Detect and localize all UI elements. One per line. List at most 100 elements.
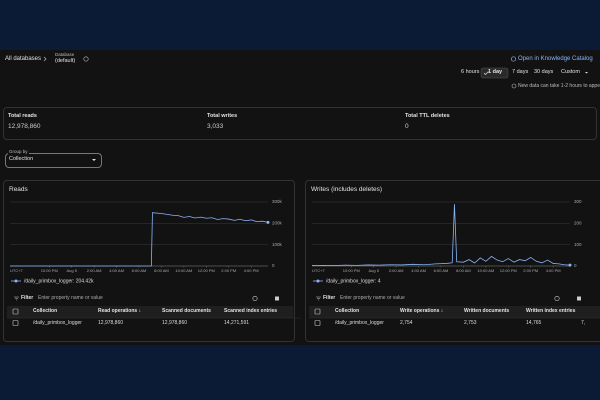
caret bbox=[92, 159, 96, 161]
y-tick-label: 300 bbox=[574, 199, 582, 204]
x-tick-label: 2:00 AM bbox=[87, 268, 102, 273]
database-name: (default) bbox=[55, 58, 76, 64]
y-tick-label: 200 bbox=[574, 221, 582, 226]
columns-icon bbox=[275, 296, 279, 301]
filter-icon bbox=[316, 296, 321, 301]
chevron bbox=[43, 56, 47, 62]
y-tick-label: 100 bbox=[574, 242, 582, 247]
x-tick-label: 10:00 AM bbox=[477, 268, 494, 273]
table-cell: /daily_primbox_logger bbox=[33, 319, 82, 326]
total-label: Total writes bbox=[207, 113, 238, 119]
x-tick-label: 12:00 PM bbox=[500, 268, 517, 273]
total-label: Total reads bbox=[8, 113, 37, 119]
table-cell: 12,978,860 bbox=[98, 319, 124, 326]
x-tick-label: 12:00 PM bbox=[198, 268, 215, 273]
group-by-label: Group by bbox=[8, 149, 29, 155]
x-tick-label: 2:00 AM bbox=[389, 268, 404, 273]
column-header[interactable]: Scanned documents bbox=[162, 308, 211, 314]
timezone: UTC+7 bbox=[312, 268, 326, 273]
x-tick-label: 4:00 PM bbox=[546, 268, 561, 273]
y-tick-label: 0 bbox=[272, 263, 275, 268]
help-icon bbox=[252, 295, 258, 301]
content-panel bbox=[0, 50, 600, 345]
column-header[interactable]: Collection bbox=[33, 308, 58, 314]
y-tick-label: 200k bbox=[272, 221, 283, 226]
link-icon bbox=[510, 56, 517, 62]
filter-input[interactable]: Enter property name or value bbox=[340, 295, 405, 301]
x-tick-label: Aug 5 bbox=[368, 268, 379, 273]
help-icon bbox=[554, 295, 560, 301]
timezone: UTC+7 bbox=[10, 268, 24, 273]
x-tick-label: 10:00 PM bbox=[41, 268, 58, 273]
table-cell: 2,753 bbox=[464, 319, 477, 326]
last-point bbox=[568, 263, 572, 267]
series-line bbox=[311, 204, 571, 266]
filter-icon bbox=[14, 296, 19, 301]
table-cell: 14,271,591 bbox=[224, 319, 250, 326]
column-header[interactable]: Written index entries bbox=[526, 308, 576, 314]
filter-label: Filter bbox=[21, 295, 34, 301]
x-tick-label: 6:00 AM bbox=[132, 268, 147, 273]
checkbox bbox=[314, 308, 321, 315]
knowledge-catalog-link[interactable]: Open in Knowledge Catalog bbox=[518, 56, 593, 62]
column-header[interactable]: Scanned index entries bbox=[224, 308, 278, 314]
info-icon[interactable] bbox=[83, 56, 89, 62]
filter-label: Filter bbox=[323, 295, 336, 301]
x-tick-label: 4:00 AM bbox=[109, 268, 124, 273]
caret bbox=[585, 72, 588, 74]
x-tick-label: 4:00 PM bbox=[244, 268, 259, 273]
total-value: 12,978,860 bbox=[8, 123, 41, 130]
table-cell: 7, bbox=[581, 319, 586, 326]
column-header[interactable]: Read operations ↓ bbox=[98, 308, 142, 314]
x-tick-label: 8:00 AM bbox=[456, 268, 471, 273]
table-header bbox=[309, 306, 600, 318]
series-line bbox=[10, 212, 269, 267]
legend-swatch bbox=[14, 279, 18, 283]
checkbox bbox=[12, 308, 19, 315]
time-range-button[interactable]: 7 days bbox=[512, 69, 529, 75]
x-tick-label: 10:00 AM bbox=[175, 268, 192, 273]
table-cell: 2,754 bbox=[400, 319, 413, 326]
breadcrumb-link[interactable]: All databases bbox=[5, 56, 42, 62]
chart-title: Reads bbox=[9, 186, 28, 193]
time-range-button[interactable]: 6 hours bbox=[461, 69, 480, 75]
x-tick-label: 4:00 AM bbox=[411, 268, 426, 273]
x-tick-label: 10:00 PM bbox=[343, 268, 360, 273]
legend-label: /daily_primbox_logger: 4 bbox=[326, 278, 381, 284]
column-header[interactable]: Written documents bbox=[464, 308, 510, 314]
last-point bbox=[266, 220, 270, 224]
chart-title: Writes (includes deletes) bbox=[311, 186, 383, 193]
time-range-button[interactable]: 30 days bbox=[534, 69, 554, 75]
total-value: 3,033 bbox=[207, 123, 224, 130]
chart: 0 100k 200k 300k UTC+7 10:00 PM Aug 5 2:00 AM 4:… bbox=[10, 199, 283, 284]
writes-card bbox=[305, 180, 600, 342]
filter-input[interactable]: Enter property name or value bbox=[38, 295, 103, 301]
column-header[interactable]: Write operations ↓ bbox=[400, 308, 444, 314]
reads-card bbox=[3, 180, 295, 342]
database-label: Database bbox=[55, 52, 75, 57]
checkbox bbox=[314, 320, 321, 326]
chart: 0 100 200 300 UTC+7 10:00 PM Aug 5 2:00 AM 4:00 … bbox=[311, 199, 582, 284]
y-tick-label: 100k bbox=[272, 242, 283, 247]
table-cell: /daily_primbox_logger bbox=[335, 319, 384, 326]
total-label: Total TTL deletes bbox=[405, 113, 450, 119]
table-cell: 12,978,860 bbox=[162, 319, 188, 326]
time-range-button[interactable]: 1 day bbox=[488, 69, 503, 75]
table-cell: 14,765 bbox=[526, 319, 542, 326]
table-header bbox=[7, 306, 293, 318]
check-icon bbox=[483, 71, 489, 75]
x-tick-label: 2:00 PM bbox=[523, 268, 538, 273]
x-tick-label: Aug 5 bbox=[66, 268, 77, 273]
time-range-button[interactable]: Custom bbox=[561, 69, 580, 75]
legend-label: /daily_primbox_logger: 204.42k bbox=[24, 278, 94, 284]
total-value: 0 bbox=[405, 123, 409, 130]
checkbox bbox=[12, 320, 19, 326]
x-tick-label: 8:00 AM bbox=[154, 268, 169, 273]
column-header[interactable]: Collection bbox=[335, 308, 360, 314]
y-tick-label: 0 bbox=[574, 263, 577, 268]
group-by-value: Collection bbox=[9, 156, 34, 162]
selected-range[interactable] bbox=[480, 67, 509, 79]
group-by-select[interactable] bbox=[5, 153, 102, 168]
